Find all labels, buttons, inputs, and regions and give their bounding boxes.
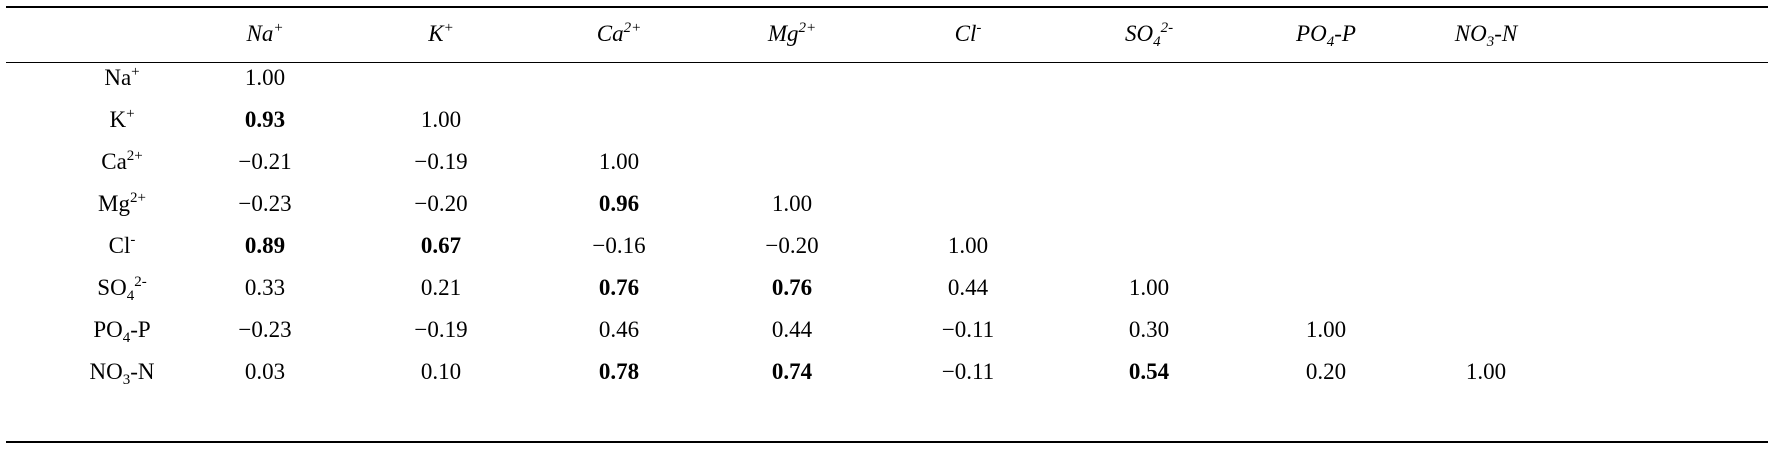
table-cell: 0.44 bbox=[947, 275, 989, 300]
table-cell: −0.23 bbox=[238, 191, 292, 216]
table-cell: 0.21 bbox=[420, 275, 462, 300]
table-row: K+ 0.93 1.00 bbox=[6, 99, 1768, 141]
column-header: K+ bbox=[428, 20, 454, 47]
table-row: Ca2+ −0.21 −0.19 1.00 bbox=[6, 141, 1768, 183]
column-header: Na+ bbox=[246, 20, 284, 47]
table-cell: −0.23 bbox=[238, 317, 292, 342]
table-cell: −0.16 bbox=[592, 233, 646, 258]
column-header: NO3-N bbox=[1454, 21, 1518, 50]
table-cell: 0.78 bbox=[598, 359, 640, 384]
table-cell: 1.00 bbox=[1128, 275, 1170, 300]
header-row: Na+ K+ Ca2+ Mg2+ Cl- SO42- PO4-P NO3-N bbox=[6, 13, 1768, 55]
table-cell: −0.20 bbox=[414, 191, 468, 216]
table-cell: 1.00 bbox=[1305, 317, 1347, 342]
table-cell: 1.00 bbox=[420, 107, 462, 132]
table-cell: −0.11 bbox=[941, 359, 995, 384]
table-row: Mg2+ −0.23 −0.20 0.96 1.00 bbox=[6, 183, 1768, 225]
table-cell: −0.19 bbox=[414, 317, 468, 342]
row-label: NO3-N bbox=[89, 359, 155, 388]
column-header: SO42- bbox=[1124, 20, 1174, 50]
table-cell: 0.54 bbox=[1128, 359, 1170, 384]
table-cell: −0.21 bbox=[238, 149, 292, 174]
table-cell: 0.33 bbox=[244, 275, 286, 300]
header-rule bbox=[6, 62, 1768, 63]
table-cell: 0.20 bbox=[1305, 359, 1347, 384]
row-label: Mg2+ bbox=[98, 190, 146, 217]
top-rule bbox=[6, 6, 1768, 8]
table-row: Cl- 0.89 0.67 −0.16 −0.20 1.00 bbox=[6, 225, 1768, 267]
row-label: Na+ bbox=[104, 64, 140, 91]
table-row: Na+ 1.00 bbox=[6, 57, 1768, 99]
row-label: Ca2+ bbox=[101, 148, 143, 175]
row-label: Cl- bbox=[108, 232, 136, 259]
column-header: Cl- bbox=[954, 20, 982, 47]
table-cell: 0.89 bbox=[244, 233, 286, 258]
table-cell: 0.67 bbox=[420, 233, 462, 258]
table-cell: 1.00 bbox=[244, 65, 286, 90]
table-cell: 0.74 bbox=[771, 359, 813, 384]
bottom-rule bbox=[6, 441, 1768, 443]
table-cell: 1.00 bbox=[771, 191, 813, 216]
column-header: Ca2+ bbox=[596, 20, 642, 47]
table-cell: 0.46 bbox=[598, 317, 640, 342]
table-cell: 0.44 bbox=[771, 317, 813, 342]
table-cell: −0.11 bbox=[941, 317, 995, 342]
table-cell: 0.93 bbox=[244, 107, 286, 132]
table-cell: 0.10 bbox=[420, 359, 462, 384]
table-row: NO3-N 0.03 0.10 0.78 0.74 −0.11 0.54 0.20 1.00 bbox=[6, 351, 1768, 393]
table-cell: 0.96 bbox=[598, 191, 640, 216]
column-header: Mg2+ bbox=[767, 20, 817, 47]
table-cell: 0.76 bbox=[771, 275, 813, 300]
table-row: PO4-P −0.23 −0.19 0.46 0.44 −0.11 0.30 1.00 bbox=[6, 309, 1768, 351]
table-cell: 1.00 bbox=[947, 233, 989, 258]
table-cell: 1.00 bbox=[1465, 359, 1507, 384]
row-label: PO4-P bbox=[93, 317, 151, 346]
row-label: K+ bbox=[109, 106, 135, 133]
row-label: SO42- bbox=[97, 274, 147, 304]
table-cell: 0.03 bbox=[244, 359, 286, 384]
table-cell: 0.30 bbox=[1128, 317, 1170, 342]
table-row: SO42- 0.33 0.21 0.76 0.76 0.44 1.00 bbox=[6, 267, 1768, 309]
table-cell: −0.19 bbox=[414, 149, 468, 174]
table-cell: 1.00 bbox=[598, 149, 640, 174]
table-cell: −0.20 bbox=[765, 233, 819, 258]
table-cell: 0.76 bbox=[598, 275, 640, 300]
column-header: PO4-P bbox=[1296, 21, 1356, 50]
